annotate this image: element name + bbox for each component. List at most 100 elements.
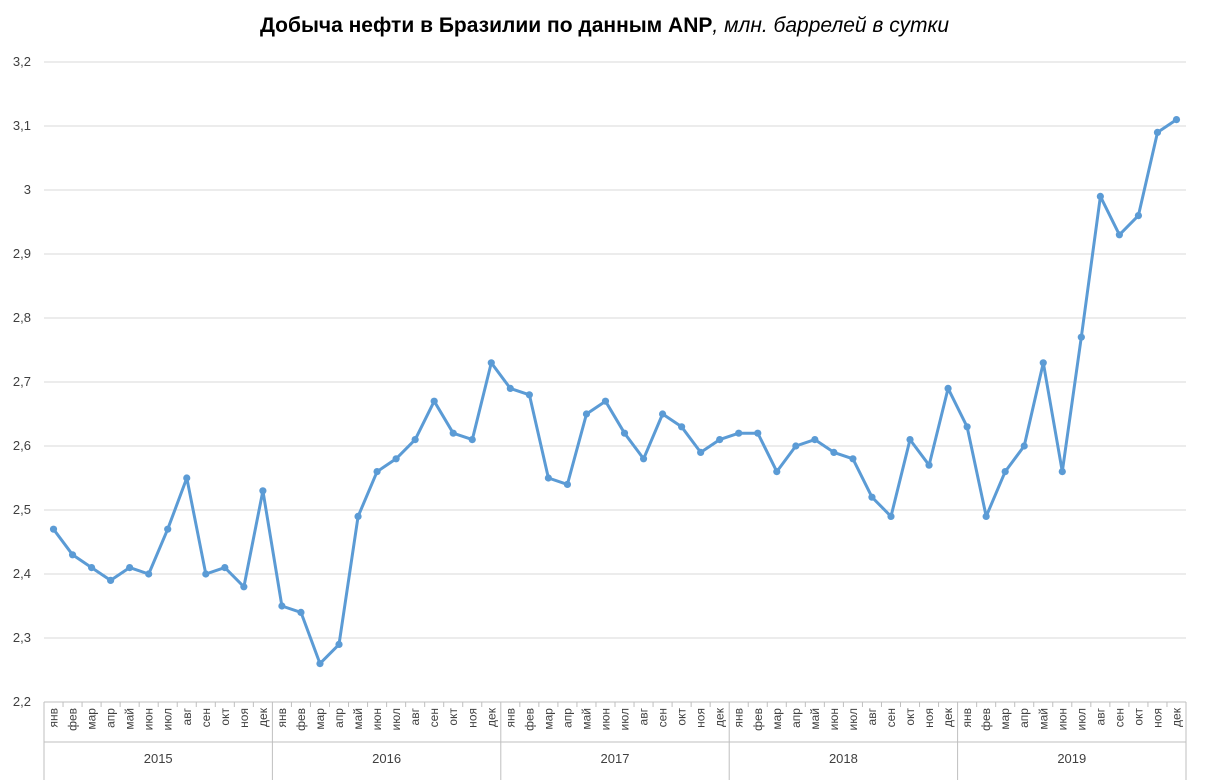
x-tick-label: фев [66,708,80,731]
y-tick-label: 3,1 [13,118,31,133]
data-point [754,429,762,437]
chart-title-main: Добыча нефти в Бразилии по данным ANP [259,14,713,37]
data-point [430,397,438,405]
data-point [582,410,591,418]
data-point [373,468,381,476]
x-tick-label: фев [751,708,765,731]
data-point [1153,128,1162,136]
x-tick-label: июн [827,708,841,730]
data-point [716,436,724,444]
chart-title: Добыча нефти в Бразилии по данным ANP, м… [0,14,1209,38]
data-point [563,480,572,488]
data-point [1001,468,1009,476]
x-tick-label: апр [560,708,574,728]
x-tick-label: май [351,708,365,730]
data-point [1115,231,1123,239]
data-point [944,384,952,392]
x-tick-label: дек [941,707,955,727]
y-tick-label: 3,2 [13,54,31,69]
x-tick-label: окт [218,708,232,726]
x-tick-label: май [579,708,593,730]
data-point [87,564,96,572]
data-point [183,474,191,482]
year-label: 2015 [144,751,173,766]
x-tick-label: янв [732,708,746,728]
data-point [1096,192,1104,200]
x-tick-label: июл [161,708,175,730]
x-tick-label: фев [522,708,536,731]
y-tick-label: 2,6 [13,438,31,453]
x-tick-label: сен [1112,708,1126,727]
y-tick-label: 2,5 [13,502,31,517]
x-tick-label: янв [960,708,974,728]
data-point [1172,116,1181,124]
y-tick-label: 2,3 [13,630,31,645]
data-point [1020,442,1028,450]
x-tick-label: апр [789,708,803,728]
data-point [792,442,800,450]
data-point [868,493,876,501]
year-label: 2019 [1057,751,1086,766]
x-tick-label: июл [846,708,860,730]
y-tick-label: 2,8 [13,310,31,325]
data-point [126,564,134,572]
x-tick-label: фев [979,708,993,731]
x-tick-label: мар [85,708,99,730]
data-point [49,525,58,533]
chart-title-units: , млн. баррелей в сутки [712,14,950,37]
x-tick-label: сен [199,708,213,727]
data-point [906,436,914,444]
data-point [601,397,610,405]
gridlines [44,61,1186,703]
x-tick-label: дек [256,707,270,727]
x-tick-label: июн [142,708,156,730]
y-tick-label: 2,9 [13,246,31,261]
data-point [735,429,743,437]
x-tick-label: ноя [922,708,936,728]
x-tick-label: дек [1169,707,1183,727]
x-tick-label: июн [370,708,384,730]
x-tick-label: май [1036,708,1050,730]
data-point [658,410,667,418]
x-tick-label: июл [1074,708,1088,730]
series-line [52,118,1178,666]
x-tick-label: июл [389,708,403,730]
data-point [221,564,229,572]
x-tick-label: май [123,708,137,730]
x-tick-label: апр [332,708,346,728]
data-point [887,512,895,521]
x-tick-label: авг [1093,707,1107,725]
data-point [849,455,857,463]
year-label: 2017 [601,751,630,766]
x-tick-label: янв [275,708,289,728]
data-point [335,640,343,649]
data-point [982,512,990,521]
x-tick-label: июн [1055,708,1069,730]
data-point [487,359,495,367]
x-axis: янв фев мар апр май июн июл авг сен окт ноя дек янв ф… [43,702,1187,780]
year-label: 2016 [372,751,401,766]
x-tick-label: авг [180,707,194,725]
data-point [525,391,533,399]
data-point [278,602,286,610]
x-tick-label: окт [903,708,917,726]
data-point [639,455,648,463]
data-point [1058,468,1066,476]
x-tick-label: окт [675,708,689,726]
x-tick-label: янв [503,708,517,728]
x-tick-label: ноя [1150,708,1164,728]
x-tick-label: сен [884,708,898,727]
year-label: 2018 [829,751,858,766]
x-tick-label: июн [598,708,612,730]
data-point [202,570,210,578]
data-point [830,448,838,456]
data-point [449,429,457,437]
data-point [773,468,781,476]
y-tick-label: 2,2 [13,694,31,709]
data-point [316,660,324,668]
data-point [240,583,248,591]
x-tick-label: ноя [694,708,708,728]
data-point [411,436,419,444]
x-tick-label: окт [1131,708,1145,726]
